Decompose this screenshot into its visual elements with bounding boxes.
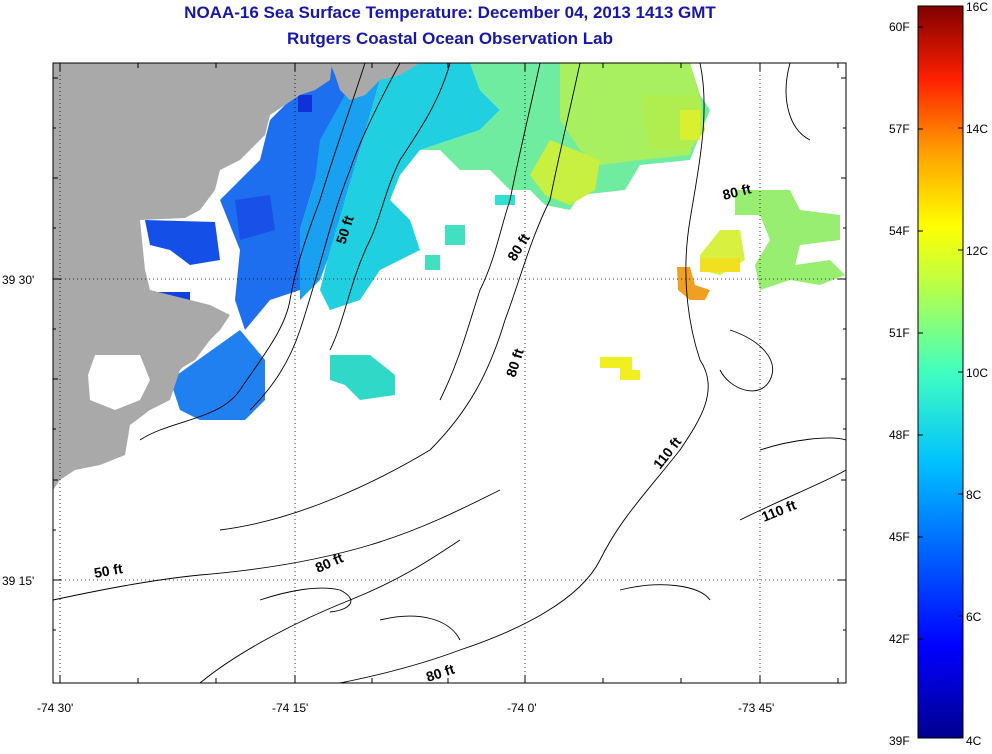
colorbar-label-f: 48F [889, 428, 910, 442]
sst-offshore-warm [677, 258, 740, 300]
colorbar-label-c: 12C [966, 244, 988, 258]
colorbar-label-c: 10C [966, 366, 988, 380]
tick-marks [53, 63, 846, 683]
colorbar-label-c: 6C [966, 610, 982, 624]
lon-tick-label: -74 0' [507, 701, 537, 715]
colorbar-label-c: 16C [966, 0, 988, 14]
colorbar-label-f: 57F [889, 122, 910, 136]
colorbar-label-f: 39F [889, 734, 910, 748]
colorbar-ticks [918, 26, 963, 640]
colorbar-label-c: 8C [966, 488, 982, 502]
lat-tick-label: 39 15' [2, 574, 34, 588]
barrier-island [150, 300, 225, 375]
contour-label: 50 ft [93, 560, 124, 581]
colorbar-label-c: 4C [966, 734, 982, 748]
map-title: NOAA-16 Sea Surface Temperature: Decembe… [184, 3, 716, 22]
sst-offshore-green [420, 63, 845, 380]
colorbar [917, 5, 964, 739]
colorbar-label-f: 51F [889, 326, 910, 340]
plot-frame [52, 62, 847, 684]
colorbar-label-c: 14C [966, 122, 988, 136]
bathymetry-contours [53, 63, 846, 683]
colorbar-label-f: 60F [889, 20, 910, 34]
sst-offshore-cyan [320, 63, 515, 400]
contour-label: 80 ft [721, 180, 753, 203]
map-subtitle: Rutgers Coastal Ocean Observation Lab [287, 29, 613, 48]
lon-tick-label: -73 45' [738, 701, 774, 715]
colorbar-label-f: 54F [889, 224, 910, 238]
bay-water [88, 355, 150, 410]
lon-tick-label: -74 30' [37, 701, 73, 715]
land-northeast [330, 63, 420, 100]
lon-tick-label: -74 15' [272, 701, 308, 715]
colorbar-label-f: 45F [889, 530, 910, 544]
lat-tick-label: 39 30' [2, 273, 34, 287]
colorbar-label-f: 42F [889, 632, 910, 646]
